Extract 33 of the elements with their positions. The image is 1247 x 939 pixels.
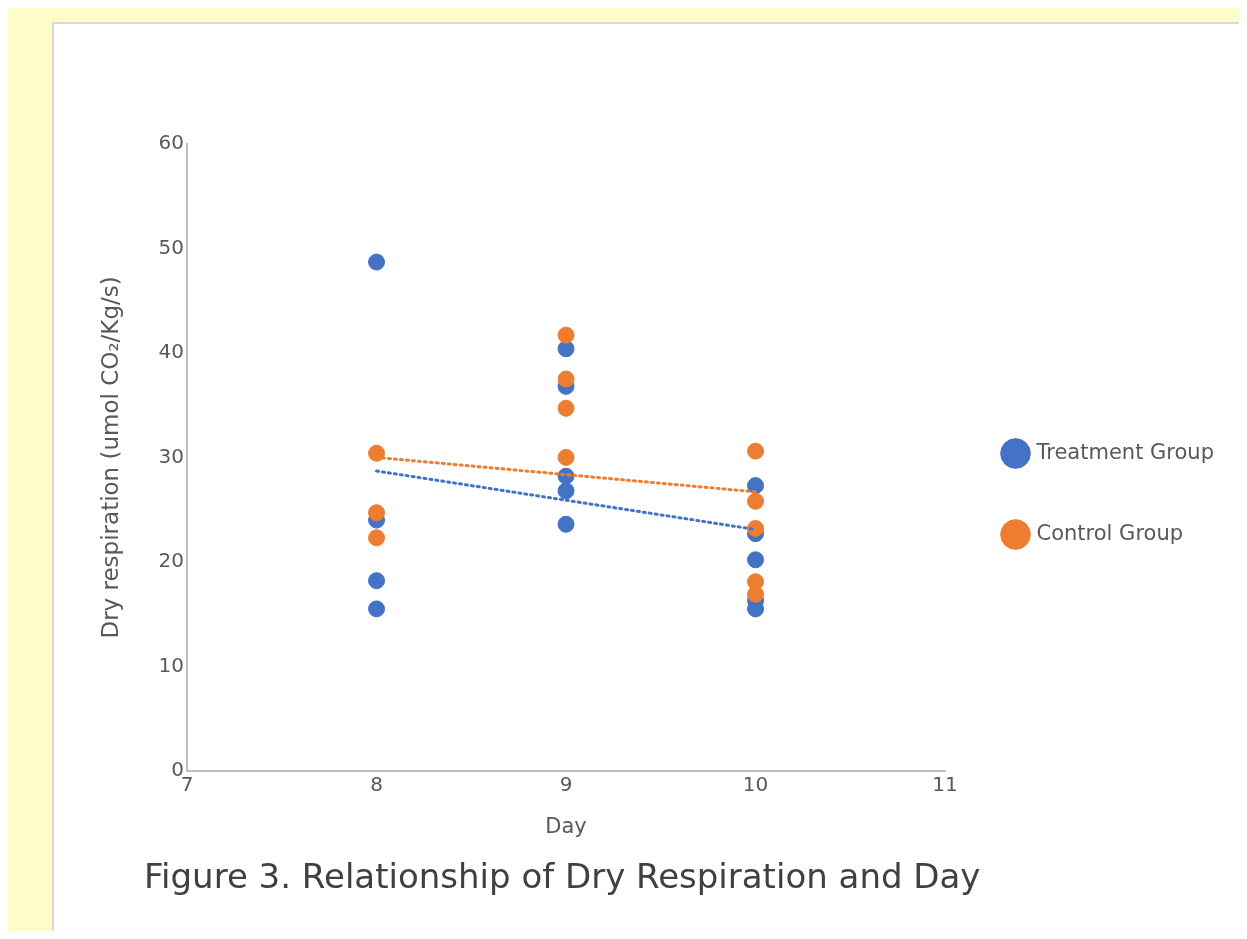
y-tick-label: 50 bbox=[158, 234, 185, 259]
point bbox=[557, 340, 575, 358]
legend-label: Control Group bbox=[1036, 520, 1184, 545]
y-tick-label: 40 bbox=[158, 339, 185, 364]
point bbox=[557, 399, 575, 417]
legend-label: Treatment Group bbox=[1035, 439, 1214, 464]
x-tick-label: 11 bbox=[932, 772, 958, 796]
point bbox=[557, 326, 575, 344]
point bbox=[747, 477, 765, 495]
point bbox=[557, 370, 575, 388]
caption: Figure 3. Relationship of Dry Respiration and Day bbox=[144, 856, 981, 896]
point bbox=[747, 519, 765, 537]
x-tick-label: 8 bbox=[370, 772, 383, 796]
point bbox=[747, 442, 765, 460]
point bbox=[557, 515, 575, 533]
point bbox=[557, 448, 575, 466]
point bbox=[747, 551, 765, 569]
y-tick-label: 30 bbox=[158, 443, 185, 468]
x-axis-title: Day bbox=[545, 813, 587, 838]
point bbox=[747, 492, 765, 510]
y-tick-label: 20 bbox=[158, 548, 185, 573]
point bbox=[368, 253, 386, 271]
point bbox=[368, 600, 386, 618]
x-tick-label: 9 bbox=[559, 772, 573, 796]
point bbox=[368, 572, 386, 590]
point bbox=[368, 529, 386, 547]
point bbox=[557, 482, 575, 500]
point bbox=[368, 444, 386, 462]
point bbox=[368, 504, 386, 522]
y-tick-label: 60 bbox=[158, 130, 185, 155]
y-axis-title: Dry respiration (umol CO₂/Kg/s) bbox=[96, 276, 123, 639]
y-tick-label: 10 bbox=[158, 652, 185, 677]
x-tick-label: 10 bbox=[742, 772, 769, 796]
